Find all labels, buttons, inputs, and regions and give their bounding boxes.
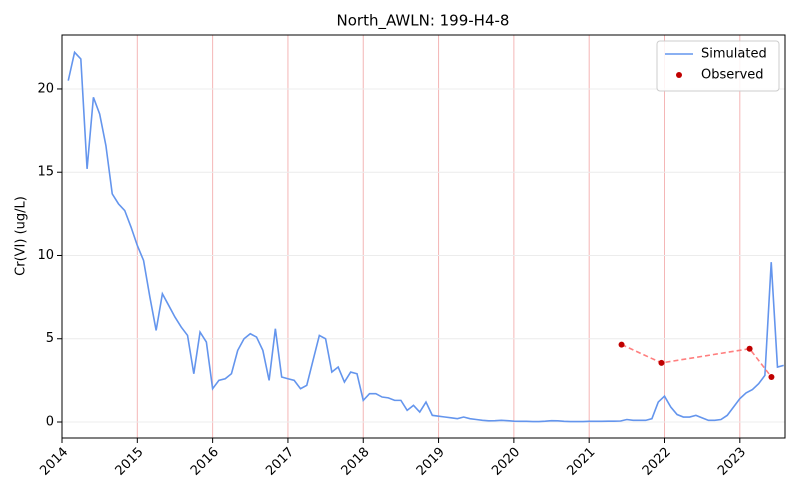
legend-swatch [676, 72, 682, 78]
x-tick-label: 2023 [715, 445, 749, 479]
x-tick-label: 2017 [263, 445, 297, 479]
x-tick-label: 2022 [640, 445, 674, 479]
series-line [67, 50, 784, 423]
x-tick-label: 2018 [339, 445, 373, 479]
y-tick-label: 20 [37, 81, 54, 96]
y-tick-label: 10 [37, 248, 54, 263]
y-tick-label: 15 [37, 165, 54, 180]
observed-point [768, 374, 775, 381]
x-tick-label: 2019 [414, 445, 448, 479]
chart-title: North_AWLN: 199-H4-8 [337, 12, 510, 31]
legend-label: Simulated [701, 47, 767, 62]
x-tick-label: 2020 [489, 445, 523, 479]
legend-label: Observed [701, 68, 764, 83]
x-tick-label: 2015 [113, 445, 147, 479]
observed-point [746, 345, 753, 352]
observed-point [618, 341, 625, 348]
x-tick-label: 2016 [188, 445, 222, 479]
y-axis-label: Cr(VI) (ug/L) [14, 196, 29, 276]
y-tick-label: 0 [46, 415, 54, 430]
observed-connector [621, 343, 773, 378]
x-tick-label: 2021 [564, 445, 598, 479]
observed-point [658, 359, 665, 366]
y-tick-label: 5 [46, 331, 54, 346]
x-tick-label: 2014 [37, 445, 71, 479]
plot-frame [61, 34, 786, 439]
